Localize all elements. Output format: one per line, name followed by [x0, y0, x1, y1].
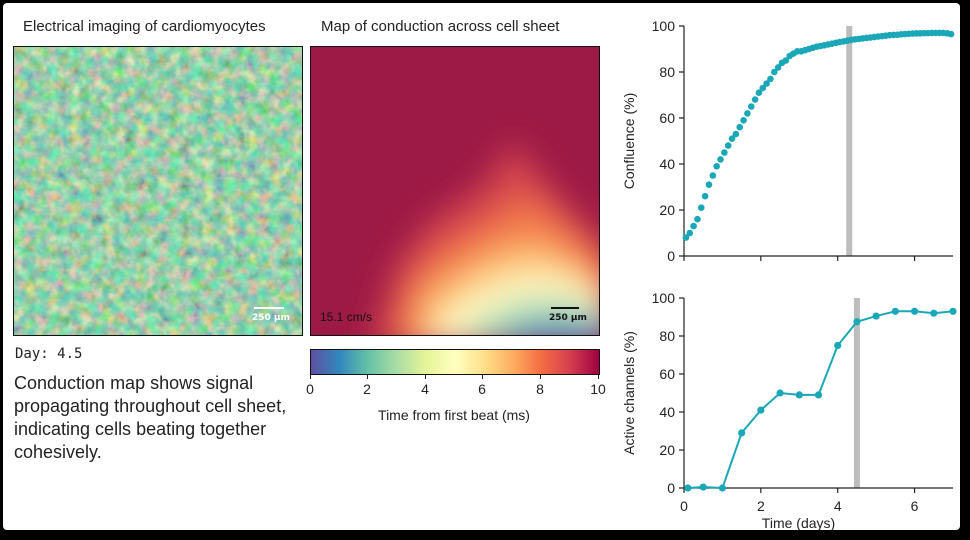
current-day-marker [853, 298, 860, 488]
scale-bar-label: 250 µm [252, 313, 290, 323]
colorbar-tick [367, 374, 368, 379]
data-point [767, 75, 774, 83]
conduction-map-panel: 250 µm [310, 46, 600, 336]
data-point [930, 309, 938, 317]
data-point [721, 149, 728, 156]
data-point [949, 307, 957, 315]
voltage-image [14, 47, 302, 335]
data-point [690, 222, 697, 230]
day-label: Day: 4.5 [15, 346, 83, 362]
scale-bar-line [254, 307, 284, 309]
data-point [699, 483, 707, 491]
image-panel-title: Electrical imaging of cardiomyocytes [23, 18, 266, 35]
data-point [910, 307, 919, 315]
data-point [795, 391, 803, 399]
data-point [732, 130, 740, 138]
y-tick-label: 40 [659, 404, 675, 420]
data-point [717, 156, 724, 163]
data-point [709, 172, 717, 179]
data-point [947, 30, 955, 38]
data-point [697, 204, 705, 211]
figure-frame: Electrical imaging of cardiomyocytes Map… [3, 3, 960, 530]
data-point [738, 429, 746, 437]
data-point [757, 406, 765, 414]
x-tick-label: 2 [757, 498, 765, 514]
colorbar-tick-label: 0 [306, 381, 314, 397]
y-tick-label: 100 [652, 18, 676, 34]
colorbar-tick-label: 6 [478, 381, 486, 397]
colorbar-tick-label: 8 [536, 381, 544, 397]
data-point [694, 215, 701, 223]
colorbar [310, 349, 600, 375]
data-point [782, 57, 790, 64]
conduction-map [311, 47, 599, 335]
colorbar-tick [310, 374, 311, 379]
data-point [814, 391, 823, 399]
y-tick-label: 100 [652, 290, 676, 306]
data-point [718, 484, 727, 492]
x-tick-label: 6 [911, 498, 919, 514]
y-tick-label: 20 [659, 442, 675, 458]
conduction-velocity: 15.1 cm/s [320, 310, 373, 324]
data-point [701, 192, 709, 200]
data-point [713, 163, 720, 170]
colorbar-tick [425, 374, 426, 379]
data-point [834, 341, 842, 350]
description-text: Conduction map shows signal propagating … [14, 373, 287, 462]
y-axis-label: Confluence (%) [621, 93, 637, 190]
data-point [724, 142, 732, 149]
x-tick-label: 4 [834, 498, 842, 514]
data-point [776, 389, 784, 397]
data-point [744, 110, 751, 117]
data-point [682, 234, 690, 241]
data-point [747, 103, 755, 110]
current-day-marker [846, 26, 853, 256]
charts-layer: 0 20 40 60 80 100 Confluence (%) 0 20 40 60 80 100 0 2… [621, 18, 957, 530]
data-point [872, 312, 880, 320]
data-point [740, 117, 747, 124]
data-point [751, 96, 759, 103]
data-point [705, 181, 713, 188]
data-point [771, 68, 778, 76]
data-point [763, 80, 770, 87]
colorbar-tick-label: 4 [421, 381, 429, 397]
colorbar-tick [482, 374, 483, 379]
y-tick-label: 80 [659, 64, 675, 80]
colorbar-tick-label: 2 [363, 381, 371, 397]
data-point [759, 84, 767, 92]
y-tick-label: 40 [659, 156, 675, 172]
colorbar-label: Time from first beat (ms) [378, 407, 530, 423]
data-point [853, 318, 861, 326]
x-axis-label: Time (days) [762, 515, 835, 530]
map-panel-title: Map of conduction across cell sheet [321, 18, 560, 35]
y-axis-label: Active channels (%) [621, 331, 637, 455]
voltage-image-panel: 250 µm [13, 46, 303, 336]
y-tick-label: 0 [667, 248, 675, 264]
data-point [736, 123, 744, 131]
data-point [774, 64, 782, 71]
colorbar-tick [540, 374, 541, 379]
colorbar-tick-label: 10 [590, 381, 606, 397]
y-tick-label: 20 [659, 202, 675, 218]
scale-bar-label-dark: 250 µm [549, 313, 587, 323]
scale-bar-line-dark [551, 307, 579, 309]
x-tick-label: 0 [680, 498, 688, 514]
data-point [891, 307, 899, 315]
y-tick-label: 80 [659, 328, 675, 344]
data-point [755, 89, 763, 96]
y-tick-label: 60 [659, 366, 675, 382]
data-point [686, 229, 694, 237]
colorbar-tick [598, 374, 599, 379]
data-point [728, 135, 736, 142]
y-tick-label: 0 [667, 480, 675, 496]
series-line [687, 310, 954, 490]
y-tick-label: 60 [659, 110, 675, 126]
data-point [684, 484, 692, 492]
